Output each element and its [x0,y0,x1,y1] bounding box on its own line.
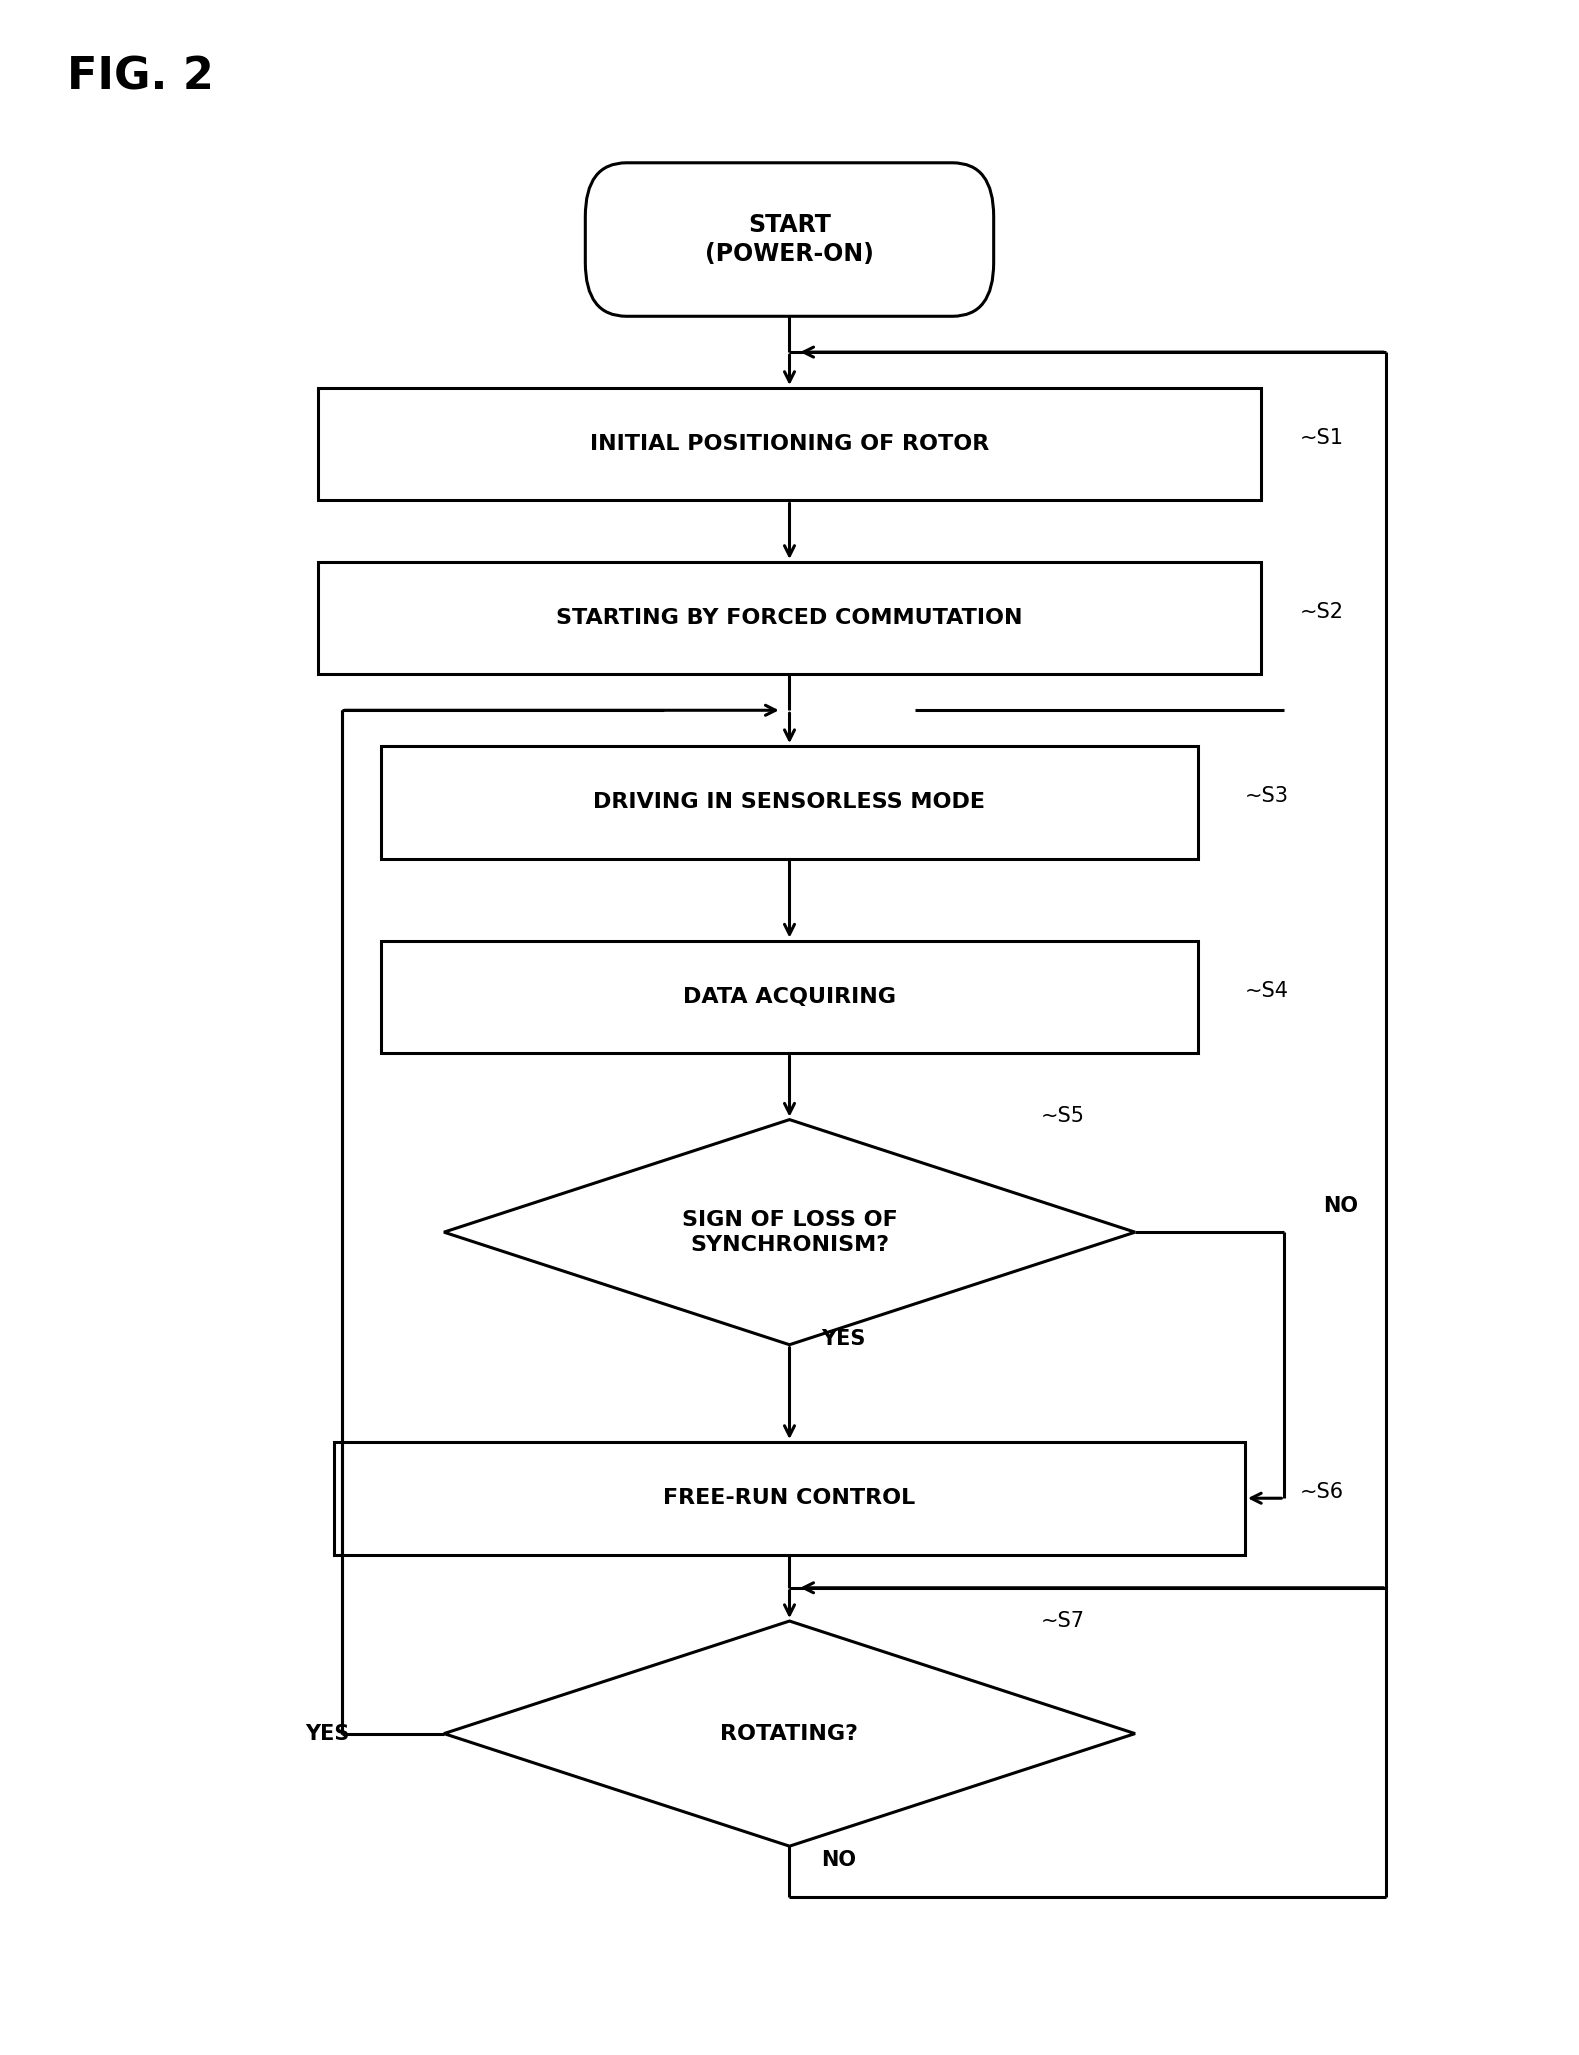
Text: NO: NO [1323,1196,1358,1217]
Text: FREE-RUN CONTROL: FREE-RUN CONTROL [663,1488,916,1508]
Text: YES: YES [305,1724,349,1743]
Text: STARTING BY FORCED COMMUTATION: STARTING BY FORCED COMMUTATION [556,608,1023,629]
FancyBboxPatch shape [586,162,993,316]
Text: ~S6: ~S6 [1300,1482,1344,1502]
Text: SIGN OF LOSS OF
SYNCHRONISM?: SIGN OF LOSS OF SYNCHRONISM? [682,1210,897,1254]
Bar [319,561,1260,674]
Text: FIG. 2: FIG. 2 [66,55,213,99]
Bar [335,1443,1244,1554]
Text: ~S2: ~S2 [1300,602,1344,623]
Text: YES: YES [821,1330,865,1348]
Text: ~S4: ~S4 [1244,980,1288,1001]
Polygon shape [444,1621,1135,1845]
Text: ~S3: ~S3 [1244,787,1288,806]
Text: ~S5: ~S5 [1041,1106,1085,1126]
Text: ROTATING?: ROTATING? [720,1724,859,1743]
Bar [381,941,1198,1052]
Text: NO: NO [821,1850,856,1870]
Text: INITIAL POSITIONING OF ROTOR: INITIAL POSITIONING OF ROTOR [591,434,988,454]
Bar [381,746,1198,859]
Text: DATA ACQUIRING: DATA ACQUIRING [684,986,895,1007]
Text: ~S7: ~S7 [1041,1611,1085,1632]
Text: START
(POWER-ON): START (POWER-ON) [706,212,873,267]
Bar [319,388,1260,501]
Text: ~S1: ~S1 [1300,427,1344,448]
Polygon shape [444,1120,1135,1344]
Text: DRIVING IN SENSORLESS MODE: DRIVING IN SENSORLESS MODE [594,793,985,812]
